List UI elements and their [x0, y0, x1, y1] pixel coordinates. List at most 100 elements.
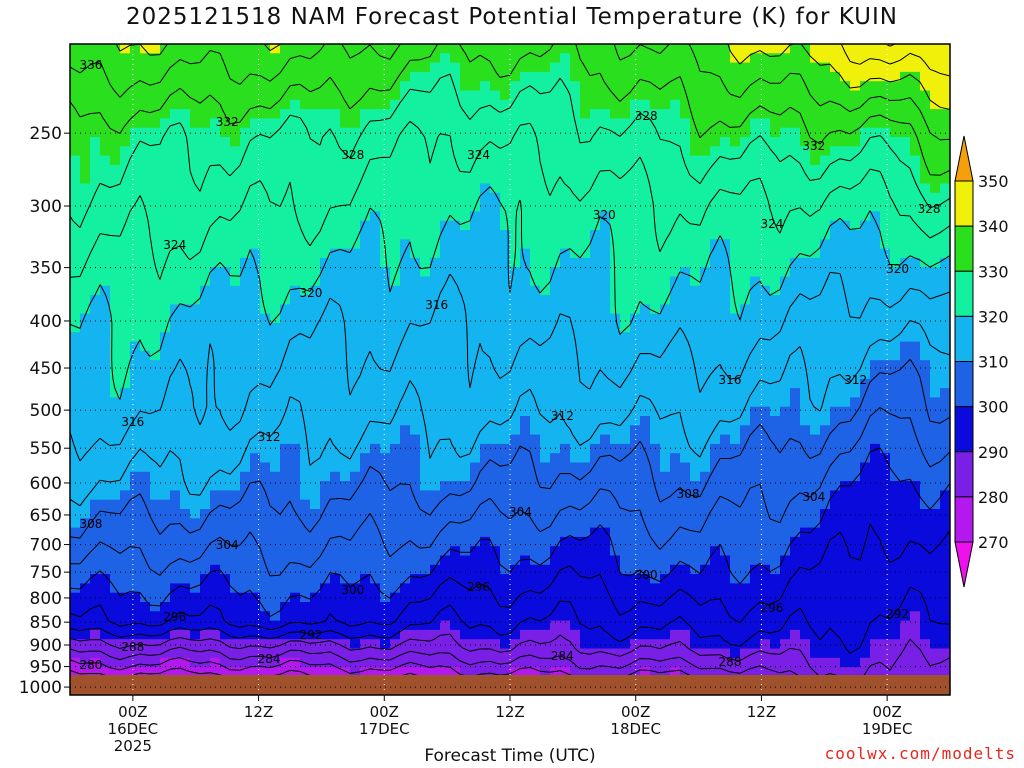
- field-cell: [450, 146, 461, 157]
- field-cell: [590, 99, 601, 110]
- field-cell: [610, 388, 621, 398]
- field-cell: [640, 555, 651, 566]
- field-cell: [160, 62, 171, 73]
- field-cell: [730, 118, 741, 129]
- field-cell: [80, 239, 91, 250]
- field-cell: [110, 397, 121, 408]
- field-cell: [530, 481, 541, 491]
- field-cell: [170, 202, 181, 212]
- field-cell: [440, 518, 451, 529]
- field-cell: [490, 304, 501, 315]
- field-cell: [850, 332, 861, 343]
- field-cell: [70, 397, 81, 408]
- field-cell: [250, 192, 261, 203]
- field-cell: [890, 425, 901, 436]
- field-cell: [90, 416, 101, 426]
- field-cell: [530, 99, 541, 110]
- field-cell: [380, 453, 391, 464]
- field-cell: [560, 304, 571, 315]
- field-cell: [330, 471, 341, 482]
- field-cell: [410, 490, 421, 501]
- field-cell: [430, 220, 441, 231]
- field-cell: [600, 192, 611, 203]
- field-cell: [840, 406, 851, 417]
- field-cell: [450, 536, 461, 547]
- field-cell: [710, 109, 721, 119]
- field-cell: [80, 536, 91, 547]
- field-cell: [460, 481, 471, 491]
- field-cell: [560, 425, 571, 436]
- field-cell: [560, 378, 571, 389]
- field-cell: [890, 276, 901, 287]
- field-cell: [300, 416, 311, 426]
- field-cell: [100, 536, 111, 547]
- field-cell: [700, 369, 711, 380]
- field-cell: [630, 490, 641, 501]
- field-cell: [720, 536, 731, 547]
- field-cell: [450, 53, 461, 64]
- field-cell: [460, 564, 471, 575]
- field-cell: [680, 425, 691, 436]
- field-cell: [920, 127, 931, 138]
- field-cell: [390, 313, 401, 324]
- field-cell: [680, 81, 691, 92]
- field-cell: [100, 378, 111, 389]
- field-cell: [250, 127, 261, 138]
- field-cell: [720, 555, 731, 566]
- field-cell: [140, 53, 151, 64]
- field-cell: [80, 341, 91, 352]
- field-cell: [360, 527, 371, 538]
- field-cell: [330, 109, 341, 119]
- field-cell: [620, 192, 631, 203]
- field-cell: [740, 434, 751, 445]
- field-cell: [750, 118, 761, 129]
- field-cell: [870, 481, 881, 491]
- field-cell: [330, 118, 341, 129]
- field-cell: [630, 341, 641, 352]
- field-cell: [240, 350, 251, 361]
- field-cell: [760, 44, 771, 54]
- field-cell: [820, 285, 831, 296]
- field-cell: [840, 295, 851, 305]
- field-cell: [750, 490, 761, 501]
- field-cell: [830, 127, 841, 138]
- field-cell: [420, 509, 431, 519]
- field-cell: [170, 192, 181, 203]
- field-cell: [210, 118, 221, 129]
- field-cell: [130, 127, 141, 138]
- field-cell: [390, 239, 401, 250]
- field-cell: [550, 71, 561, 82]
- field-cell: [680, 230, 691, 240]
- field-cell: [400, 341, 411, 352]
- field-cell: [430, 332, 441, 343]
- field-cell: [330, 536, 341, 547]
- field-cell: [350, 220, 361, 231]
- field-cell: [220, 350, 231, 361]
- field-cell: [850, 350, 861, 361]
- field-cell: [770, 81, 781, 92]
- field-cell: [320, 332, 331, 343]
- field-cell: [770, 127, 781, 138]
- field-cell: [910, 527, 921, 538]
- field-cell: [550, 425, 561, 436]
- field-cell: [910, 453, 921, 464]
- field-cell: [380, 323, 391, 333]
- field-cell: [830, 155, 841, 166]
- field-cell: [750, 564, 761, 575]
- field-cell: [710, 44, 721, 54]
- field-cell: [390, 99, 401, 110]
- field-cell: [680, 202, 691, 212]
- field-cell: [90, 527, 101, 538]
- field-cell: [420, 285, 431, 296]
- field-cell: [870, 285, 881, 296]
- field-cell: [450, 202, 461, 212]
- field-cell: [690, 183, 701, 194]
- field-cell: [170, 350, 181, 361]
- field-cell: [570, 406, 581, 417]
- field-cell: [810, 341, 821, 352]
- field-cell: [230, 220, 241, 231]
- field-cell: [720, 127, 731, 138]
- field-cell: [310, 369, 321, 380]
- field-cell: [460, 490, 471, 501]
- field-cell: [780, 295, 791, 305]
